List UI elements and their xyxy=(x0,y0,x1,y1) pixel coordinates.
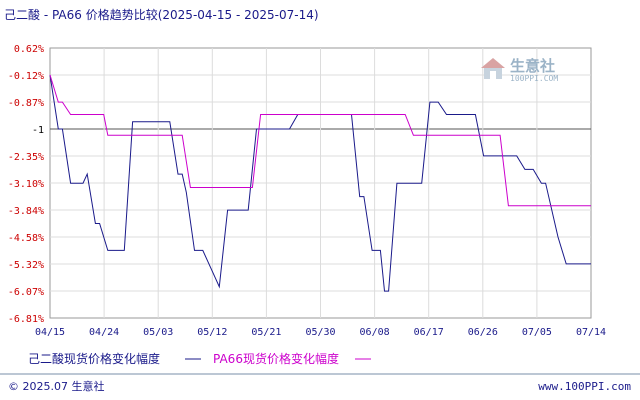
legend-label-pa66: PA66现货价格变化幅度 xyxy=(213,351,339,366)
legend-label-adipic-acid: 己二酸现货价格变化幅度 xyxy=(28,351,160,366)
y-tick-label: -0.87% xyxy=(8,98,44,109)
series-line-adipic-acid xyxy=(49,74,591,292)
x-tick-label: 06/26 xyxy=(468,327,498,338)
y-tick-label: -3.10% xyxy=(8,179,44,190)
y-tick-label: -5.32% xyxy=(8,260,44,271)
watermark-url: 100PPI.COM xyxy=(510,74,558,83)
house-logo-icon xyxy=(481,58,505,79)
y-tick-label: -1 xyxy=(32,125,44,136)
y-tick-label: -3.84% xyxy=(8,206,44,217)
x-tick-label: 06/08 xyxy=(360,327,390,338)
x-tick-label: 07/14 xyxy=(576,327,606,338)
x-tick-label: 05/30 xyxy=(305,327,335,338)
series-line-pa66 xyxy=(49,74,591,207)
x-tick-label: 07/05 xyxy=(522,327,552,338)
y-tick-label: -6.07% xyxy=(8,287,44,298)
footer-copyright: © 2025.07 生意社 xyxy=(8,379,104,393)
x-axis-ticks: 04/15 04/24 05/03 05/12 05/21 05/30 06/08 06/17… xyxy=(35,327,606,338)
series-lines xyxy=(49,74,591,292)
x-tick-label: 05/21 xyxy=(251,327,281,338)
y-tick-label: 0.62% xyxy=(14,44,44,55)
watermark-brand: 生意社 xyxy=(510,57,555,75)
y-tick-label: -0.12% xyxy=(8,71,44,82)
x-tick-label: 05/03 xyxy=(143,327,173,338)
y-axis-ticks: 0.62% -0.12% -0.87% -1 -2.35% -3.10% -3.84% -4.… xyxy=(8,44,44,325)
x-tick-label: 06/17 xyxy=(414,327,444,338)
legend: 己二酸现货价格变化幅度 PA66现货价格变化幅度 xyxy=(28,351,371,366)
chart-title: 己二酸 - PA66 价格趋势比较(2025-04-15 - 2025-07-1… xyxy=(4,7,319,22)
y-tick-label: -6.81% xyxy=(8,314,44,325)
x-tick-label: 04/24 xyxy=(89,327,119,338)
footer-url: www.100PPI.com xyxy=(538,380,631,393)
x-tick-label: 05/12 xyxy=(197,327,227,338)
y-tick-label: -2.35% xyxy=(8,152,44,163)
watermark-logo: 生意社 100PPI.COM xyxy=(481,57,558,83)
y-tick-label: -4.58% xyxy=(8,233,44,244)
x-tick-label: 04/15 xyxy=(35,327,65,338)
